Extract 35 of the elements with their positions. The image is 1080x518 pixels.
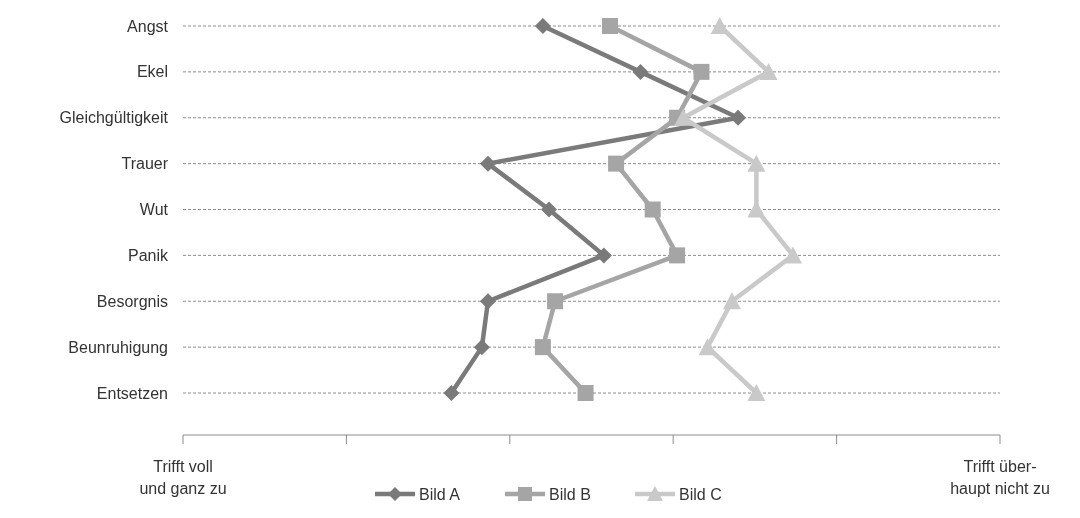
point bbox=[547, 293, 564, 310]
point bbox=[534, 339, 551, 356]
y-tick-label: Besorgnis bbox=[96, 292, 168, 310]
point bbox=[479, 293, 496, 310]
point bbox=[644, 201, 661, 218]
legend-label: Bild A bbox=[419, 485, 461, 503]
y-tick-label: Entsetzen bbox=[96, 384, 168, 402]
point bbox=[577, 385, 594, 401]
y-tick-label: Wut bbox=[139, 201, 169, 219]
text: Trifft voll und ganz zu bbox=[139, 458, 227, 497]
point bbox=[669, 247, 686, 264]
point bbox=[540, 201, 557, 218]
point bbox=[473, 339, 490, 356]
point bbox=[601, 18, 618, 34]
y-tick-label: Gleichgültigkeit bbox=[59, 109, 169, 127]
point bbox=[443, 385, 460, 401]
point bbox=[595, 247, 612, 264]
y-tick-label: Panik bbox=[127, 246, 169, 264]
point bbox=[759, 62, 778, 80]
legend-label: Bild C bbox=[679, 485, 722, 503]
legend-label: Bild B bbox=[549, 485, 591, 503]
text: Trifft über- haupt nicht zu bbox=[950, 458, 1050, 497]
y-tick-label: Ekel bbox=[136, 63, 168, 81]
point bbox=[534, 18, 551, 34]
y-tick-label: Beunruhigung bbox=[68, 338, 168, 356]
point bbox=[693, 63, 710, 80]
y-tick-label: Angst bbox=[127, 17, 169, 35]
point bbox=[747, 384, 766, 401]
point bbox=[747, 154, 766, 172]
point bbox=[674, 108, 693, 126]
point bbox=[479, 155, 496, 172]
point bbox=[608, 155, 625, 172]
point bbox=[722, 292, 741, 310]
point bbox=[632, 63, 649, 80]
y-tick-label: Trauer bbox=[121, 155, 169, 173]
